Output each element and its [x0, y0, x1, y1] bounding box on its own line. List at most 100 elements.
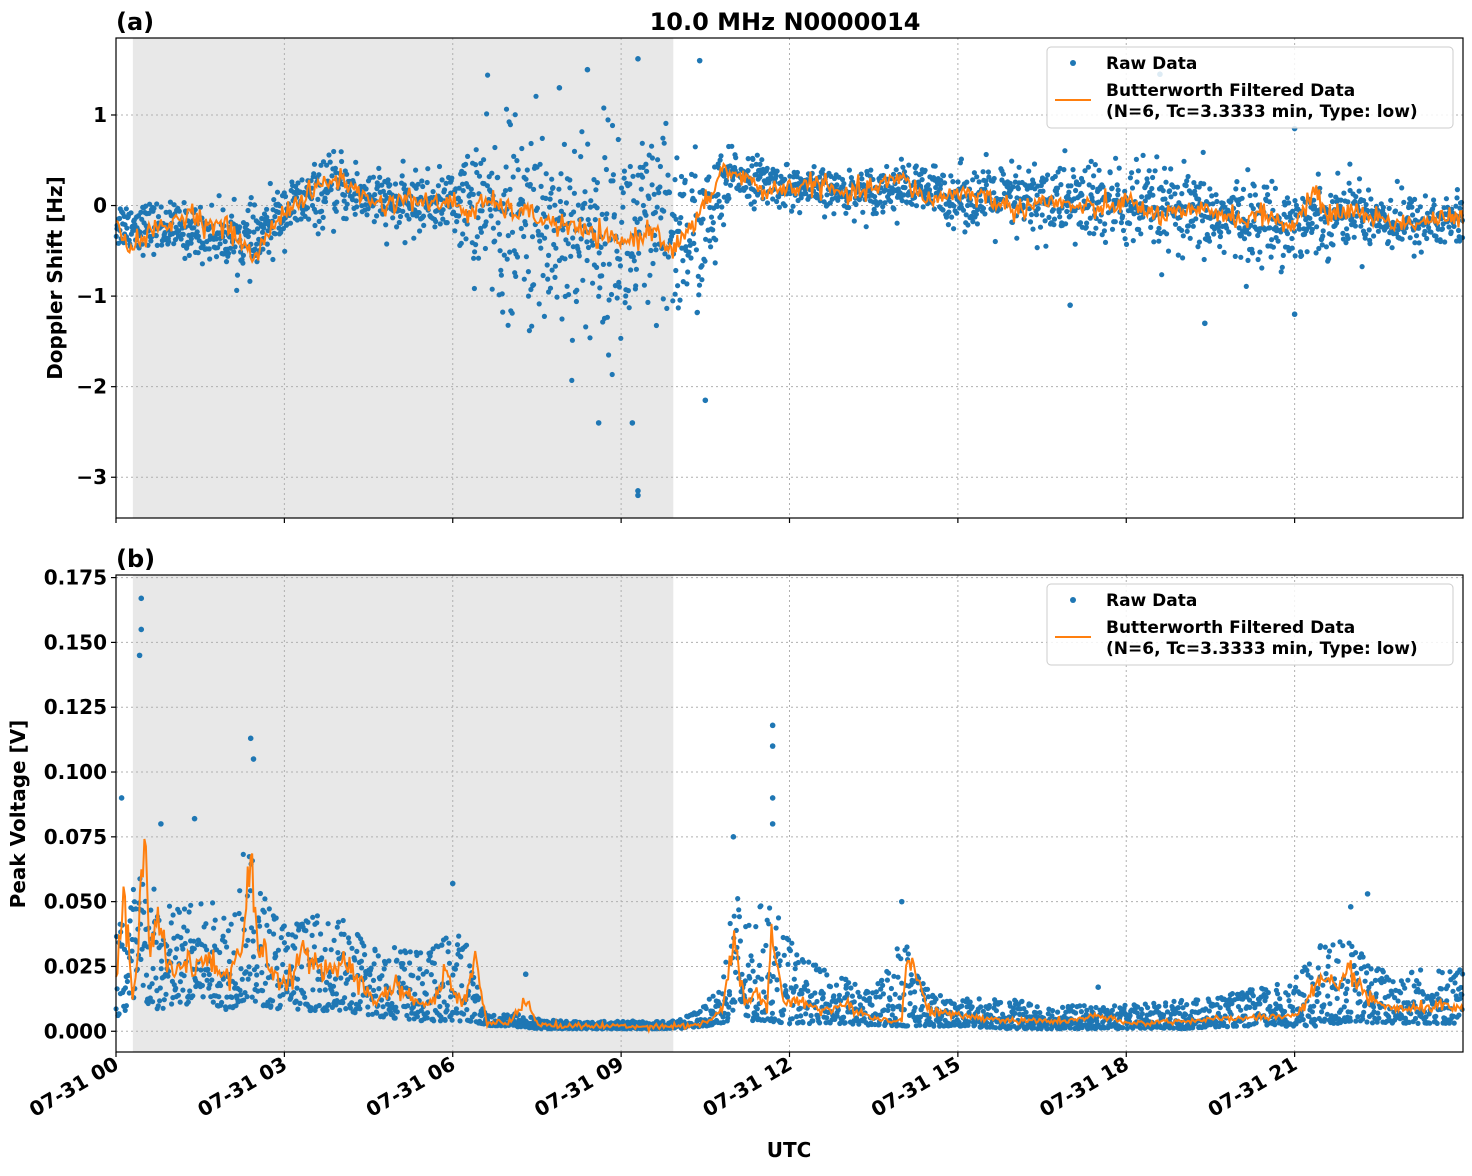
panel-label-a: (a): [116, 8, 154, 36]
raw-data-point: [750, 157, 755, 162]
raw-data-point: [312, 944, 317, 949]
raw-data-point: [582, 201, 587, 206]
raw-data-point: [262, 910, 267, 915]
raw-data-point: [562, 142, 567, 147]
raw-data-point: [906, 163, 911, 168]
raw-data-point: [1247, 1005, 1252, 1010]
raw-data-point: [640, 141, 645, 146]
raw-data-point: [758, 903, 763, 908]
raw-data-point: [353, 212, 358, 217]
raw-data-point: [117, 216, 122, 221]
raw-data-point: [1201, 181, 1206, 186]
raw-data-point: [803, 1011, 808, 1016]
raw-data-point: [579, 129, 584, 134]
raw-data-point: [472, 249, 477, 254]
raw-data-point: [599, 245, 604, 250]
raw-data-point: [1057, 214, 1062, 219]
raw-data-point: [156, 214, 161, 219]
raw-data-point: [157, 998, 162, 1003]
raw-data-point: [316, 172, 321, 177]
raw-data-point: [1307, 216, 1312, 221]
raw-data-point: [759, 977, 764, 982]
raw-data-point: [859, 176, 864, 181]
raw-data-point: [421, 214, 426, 219]
raw-data-point: [1238, 1008, 1243, 1013]
raw-data-point: [209, 977, 214, 982]
raw-data-point: [612, 212, 617, 217]
raw-data-point: [678, 215, 683, 220]
raw-data-point: [186, 1000, 191, 1005]
raw-data-point: [513, 112, 518, 117]
raw-data-point: [545, 262, 550, 267]
raw-data-point: [1376, 229, 1381, 234]
raw-data-point: [933, 164, 938, 169]
raw-data-point: [205, 978, 210, 983]
raw-data-point: [216, 994, 221, 999]
raw-data-point: [643, 213, 648, 218]
raw-data-point: [628, 164, 633, 169]
raw-data-point: [710, 227, 715, 232]
raw-data-point: [805, 988, 810, 993]
raw-data-point: [693, 144, 698, 149]
raw-data-point: [981, 169, 986, 174]
raw-data-point: [141, 253, 146, 258]
raw-data-point: [1214, 199, 1219, 204]
raw-data-point: [1360, 264, 1365, 269]
raw-data-point: [783, 988, 788, 993]
raw-data-point: [415, 1014, 420, 1019]
raw-data-point: [1257, 250, 1262, 255]
legend-label-raw-a: Raw Data: [1106, 54, 1197, 74]
raw-data-point: [541, 273, 546, 278]
raw-data-point: [432, 961, 437, 966]
raw-data-point: [1078, 220, 1083, 225]
raw-data-point: [1079, 192, 1084, 197]
raw-data-point: [166, 239, 171, 244]
raw-data-point: [198, 901, 203, 906]
raw-data-point: [379, 973, 384, 978]
raw-data-point: [231, 249, 236, 254]
raw-data-point: [853, 202, 858, 207]
raw-data-point: [1129, 170, 1134, 175]
raw-data-point: [240, 977, 245, 982]
raw-data-point: [1276, 239, 1281, 244]
raw-data-point: [697, 58, 703, 64]
raw-data-point: [880, 209, 885, 214]
raw-data-point: [1163, 1000, 1168, 1005]
raw-data-point: [702, 259, 707, 264]
raw-data-point: [207, 972, 212, 977]
raw-data-point: [352, 957, 357, 962]
raw-data-point: [254, 972, 259, 977]
panel-a-doppler-shift: 10−1−2−3 (a) 10.0 MHz N0000014 Doppler S…: [43, 8, 1465, 523]
raw-data-point: [874, 211, 879, 216]
raw-data-point: [1251, 993, 1256, 998]
raw-data-point: [465, 154, 470, 159]
raw-data-point: [221, 916, 226, 921]
raw-data-point: [402, 182, 407, 187]
raw-data-point: [260, 988, 265, 993]
raw-data-point: [463, 236, 468, 241]
raw-data-point: [526, 294, 531, 299]
raw-data-point: [234, 288, 239, 293]
raw-data-point: [1162, 166, 1167, 171]
raw-data-point: [246, 977, 251, 982]
raw-data-point: [667, 190, 672, 195]
raw-data-point: [1161, 188, 1166, 193]
raw-data-point: [417, 966, 422, 971]
raw-data-point: [259, 970, 264, 975]
raw-data-point: [174, 946, 179, 951]
raw-data-point: [590, 281, 595, 286]
raw-data-point: [849, 175, 854, 180]
raw-data-point: [201, 972, 206, 977]
raw-data-point: [187, 909, 192, 914]
raw-data-point: [601, 262, 606, 267]
raw-data-point: [636, 251, 641, 256]
raw-data-point: [481, 157, 486, 162]
raw-data-point: [1164, 231, 1169, 236]
raw-data-point: [241, 253, 246, 258]
raw-data-point: [747, 976, 752, 981]
raw-data-point: [1119, 220, 1124, 225]
raw-data-point: [237, 988, 242, 993]
raw-data-point: [1279, 269, 1284, 274]
raw-data-point: [473, 162, 478, 167]
raw-data-point: [610, 178, 615, 183]
